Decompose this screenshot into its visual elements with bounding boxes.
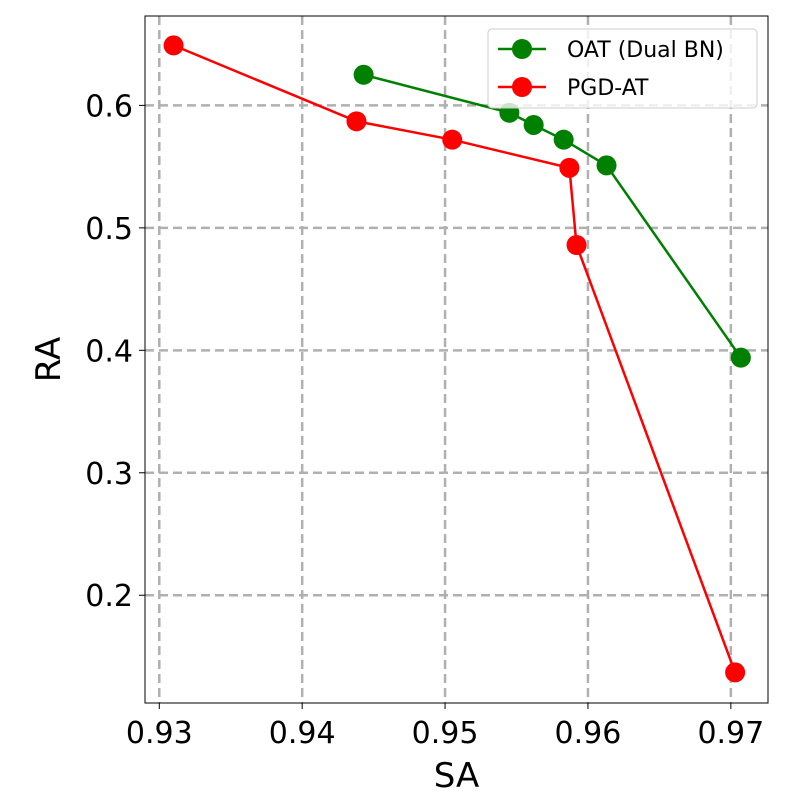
legend-box — [487, 28, 758, 109]
legend-marker — [512, 39, 532, 59]
y-tick-label: 0.6 — [85, 89, 133, 124]
data-point — [730, 347, 751, 368]
y-tick-label: 0.3 — [85, 457, 133, 492]
series-1 — [163, 35, 746, 683]
x-axis-title: SA — [434, 756, 479, 796]
data-point — [596, 155, 617, 176]
data-point — [353, 64, 374, 85]
y-axis-ticks: 0.2 0.3 0.4 0.5 0.6 — [85, 89, 145, 614]
series-line — [173, 44, 737, 673]
legend-label: PGD-AT — [567, 76, 649, 101]
data-point — [566, 235, 587, 255]
y-axis-title: RA — [29, 337, 69, 383]
plot-frame — [144, 15, 769, 704]
data-point — [346, 111, 367, 132]
data-point — [559, 157, 580, 178]
legend-marker — [512, 77, 532, 97]
data-point — [523, 114, 544, 135]
data-point — [442, 129, 463, 150]
x-axis-ticks: 0.93 0.94 0.95 0.96 0.97 — [126, 703, 764, 751]
x-tick-label: 0.97 — [697, 716, 764, 751]
x-tick-label: 0.96 — [555, 716, 622, 751]
data-point — [553, 129, 574, 150]
y-tick-label: 0.5 — [85, 212, 133, 247]
x-tick-label: 0.93 — [126, 716, 193, 751]
legend-label: OAT (Dual BN) — [567, 38, 724, 63]
legend-item: PGD-AT — [498, 76, 649, 101]
data-point — [163, 35, 184, 56]
grid — [145, 16, 768, 703]
x-tick-label: 0.95 — [412, 716, 479, 751]
y-tick-label: 0.2 — [85, 579, 133, 614]
series-0 — [353, 64, 751, 368]
legend: OAT (Dual BN) PGD-AT — [487, 28, 758, 109]
data-point — [725, 662, 746, 683]
series-layer — [163, 35, 751, 683]
series-line — [363, 73, 742, 359]
y-tick-label: 0.4 — [85, 334, 133, 369]
legend-item: OAT (Dual BN) — [498, 38, 724, 63]
x-tick-label: 0.94 — [269, 716, 336, 751]
